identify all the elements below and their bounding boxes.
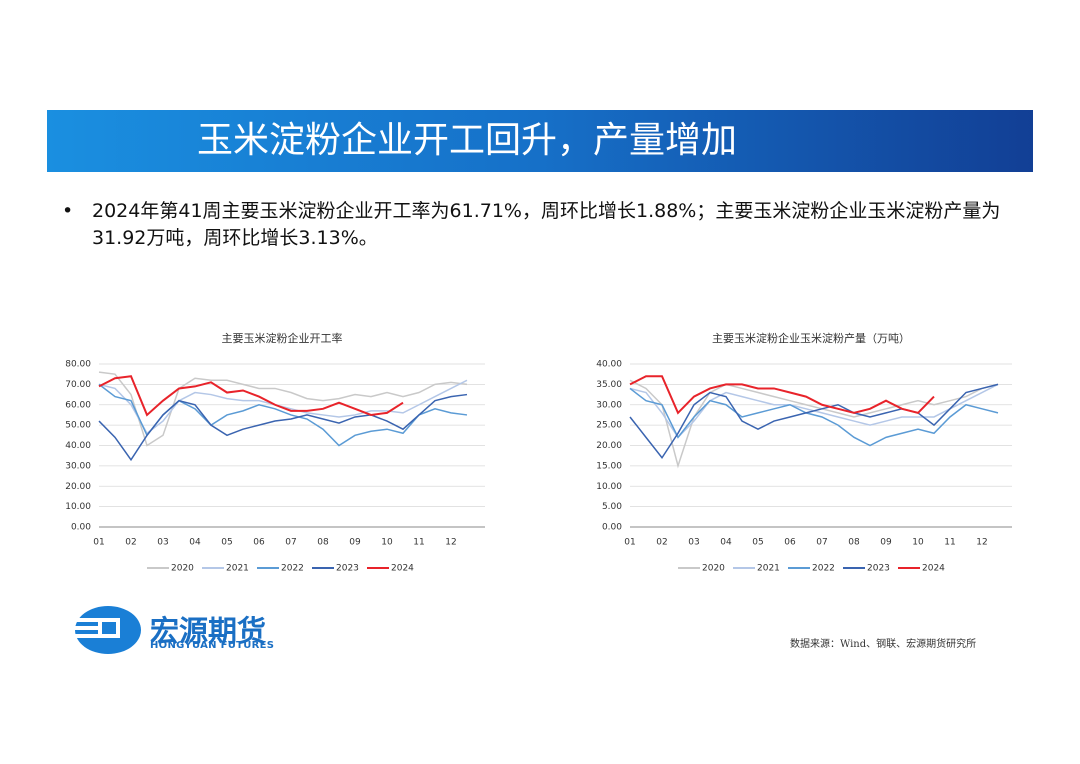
series-line (629, 375, 935, 415)
bullet-text: 2024年第41周主要玉米淀粉企业开工率为61.71%，周环比增长1.88%；主… (92, 200, 1001, 249)
x-tick-label: 03 (688, 538, 699, 548)
x-tick-label: 12 (445, 538, 456, 548)
y-tick-label: 35.00 (596, 380, 622, 390)
source: 数据来源：Wind、钢联、宏源期货研究所 (790, 639, 977, 650)
x-tick-label: 08 (848, 538, 860, 548)
x-tick-label: 07 (285, 538, 296, 548)
y-tick-label: 25.00 (596, 421, 622, 431)
legend-label: 2024 (922, 564, 945, 574)
x-tick-label: 06 (253, 538, 265, 548)
x-tick-label: 11 (413, 538, 424, 548)
chart-title: 主要玉米淀粉企业开工率 (222, 331, 343, 345)
y-tick-label: 60.00 (65, 400, 91, 410)
y-tick-label: 40.00 (596, 360, 622, 370)
x-tick-label: 01 (93, 538, 104, 548)
legend-label: 2020 (171, 564, 194, 574)
x-tick-label: 05 (221, 538, 232, 548)
series-line (98, 383, 468, 447)
x-tick-label: 10 (381, 538, 393, 548)
x-tick-label: 07 (816, 538, 827, 548)
series-line (98, 375, 404, 417)
legend-label: 2024 (391, 564, 414, 574)
y-tick-label: 0.00 (71, 523, 91, 533)
legend-label: 2021 (226, 564, 249, 574)
x-tick-label: 11 (944, 538, 955, 548)
x-tick-label: 09 (880, 538, 892, 548)
x-tick-label: 02 (656, 538, 667, 548)
chart-title: 主要玉米淀粉企业玉米淀粉产量（万吨） (712, 331, 910, 345)
x-tick-label: 09 (349, 538, 361, 548)
y-tick-label: 20.00 (65, 482, 91, 492)
legend-label: 2022 (281, 564, 304, 574)
x-tick-label: 03 (157, 538, 168, 548)
x-tick-label: 04 (720, 538, 732, 548)
y-tick-label: 80.00 (65, 360, 91, 370)
y-tick-label: 30.00 (65, 461, 91, 471)
bullet: • 2024年第41周主要玉米淀粉企业开工率为61.71%，周环比增长1.88%；… (62, 198, 1022, 252)
y-tick-label: 5.00 (602, 502, 622, 512)
y-tick-label: 70.00 (65, 380, 91, 390)
legend-label: 2020 (702, 564, 725, 574)
slide-title: 玉米淀粉企业开工回升，产量增加 (196, 120, 737, 161)
series-line (98, 371, 468, 447)
y-tick-label: 50.00 (65, 421, 91, 431)
logo-en: HONGYUAN FUTURES (150, 640, 275, 651)
logo-icon (72, 606, 141, 654)
legend-label: 2023 (867, 564, 890, 574)
x-tick-label: 04 (189, 538, 201, 548)
x-tick-label: 08 (317, 538, 329, 548)
x-tick-label: 05 (752, 538, 763, 548)
series-line (629, 383, 999, 460)
x-tick-label: 02 (125, 538, 136, 548)
legend-label: 2023 (336, 564, 359, 574)
x-tick-label: 01 (624, 538, 635, 548)
series-line (98, 393, 468, 462)
x-tick-label: 06 (784, 538, 796, 548)
series-line (629, 387, 999, 447)
y-tick-label: 10.00 (65, 502, 91, 512)
y-tick-label: 40.00 (65, 441, 91, 451)
header-band (47, 110, 1033, 172)
y-tick-label: 10.00 (596, 482, 622, 492)
x-tick-label: 12 (976, 538, 987, 548)
y-tick-label: 20.00 (596, 441, 622, 451)
series-line (629, 379, 999, 469)
y-tick-label: 0.00 (602, 523, 622, 533)
x-tick-label: 10 (912, 538, 924, 548)
logo-cn: 宏源期货 (150, 614, 267, 648)
y-tick-label: 30.00 (596, 400, 622, 410)
legend-label: 2021 (757, 564, 780, 574)
y-tick-label: 15.00 (596, 461, 622, 471)
legend-label: 2022 (812, 564, 835, 574)
